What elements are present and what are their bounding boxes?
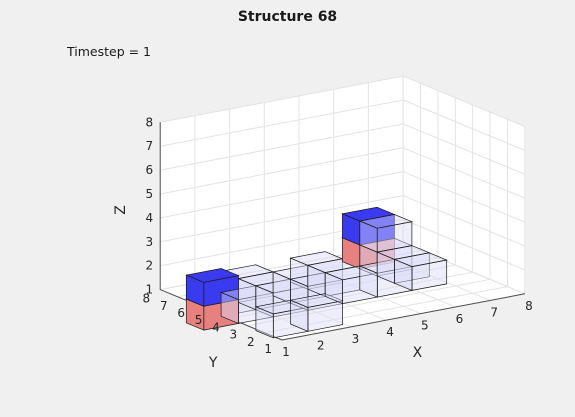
z-tick-label: 4 [146, 211, 154, 225]
x-tick-label: 8 [525, 299, 533, 313]
grid-line [212, 264, 456, 312]
z-tick-label: 1 [146, 283, 154, 297]
voxel-empty [375, 245, 431, 284]
x-tick-label: 4 [386, 325, 394, 339]
x-tick-label: 5 [421, 319, 429, 333]
x-tick-label: 3 [352, 332, 360, 346]
grid-line [160, 75, 404, 123]
voxel-empty [271, 264, 327, 304]
grid-line [160, 147, 404, 195]
grid-line [402, 75, 526, 127]
y-tick-label: 2 [247, 335, 255, 349]
z-tick-label: 7 [146, 139, 154, 153]
y-tick-label: 3 [230, 328, 238, 342]
voxel-empty [219, 285, 275, 324]
z-tick-label: 2 [146, 259, 154, 273]
voxel-face [185, 268, 240, 283]
grid-line [160, 123, 404, 171]
x-tick-label: 7 [490, 305, 498, 319]
voxel-face [393, 252, 448, 267]
grid-line [402, 195, 526, 247]
voxel-face [358, 214, 414, 229]
x-tick-label: 1 [282, 345, 290, 359]
axis-labels: X Y Z [113, 205, 422, 371]
y-tick-label: 1 [264, 342, 272, 356]
back-wall-x [403, 76, 525, 294]
x-tick-label: 2 [317, 338, 325, 352]
grid-line [402, 242, 526, 295]
grid-line [402, 147, 526, 199]
grid-line [402, 219, 526, 271]
voxels [185, 206, 448, 339]
grid-line [247, 278, 491, 327]
y-tick-label: 6 [177, 306, 185, 320]
grid-line [402, 99, 526, 151]
x-tick-label: 6 [456, 312, 464, 326]
z-tick-label: 5 [146, 187, 154, 201]
voxel-blue [185, 268, 240, 307]
z-tick-label: 8 [146, 115, 154, 129]
grid-line [160, 99, 404, 147]
y-tick-label: 5 [195, 313, 203, 327]
y-tick-label: 4 [212, 320, 220, 334]
z-tick-label: 6 [146, 163, 154, 177]
y-axis-label: Y [208, 355, 218, 371]
grid-line [160, 195, 404, 243]
grid-line [402, 123, 526, 175]
z-tick-label: 3 [146, 235, 154, 249]
y-tick-label: 7 [160, 299, 168, 313]
voxel-empty [393, 252, 448, 291]
grid-line [402, 171, 526, 223]
grid-line [264, 286, 508, 334]
grid-line [229, 271, 473, 319]
voxel-empty [358, 214, 414, 253]
z-axis-label: Z [113, 205, 129, 215]
x-axis-line [281, 293, 525, 341]
y-tick-label: 8 [143, 292, 151, 306]
grid-line [160, 171, 404, 219]
timestep-annotation: Timestep = 1 [67, 44, 152, 59]
x-axis-label: X [413, 345, 423, 361]
chart-title: Structure 68 [237, 9, 338, 25]
